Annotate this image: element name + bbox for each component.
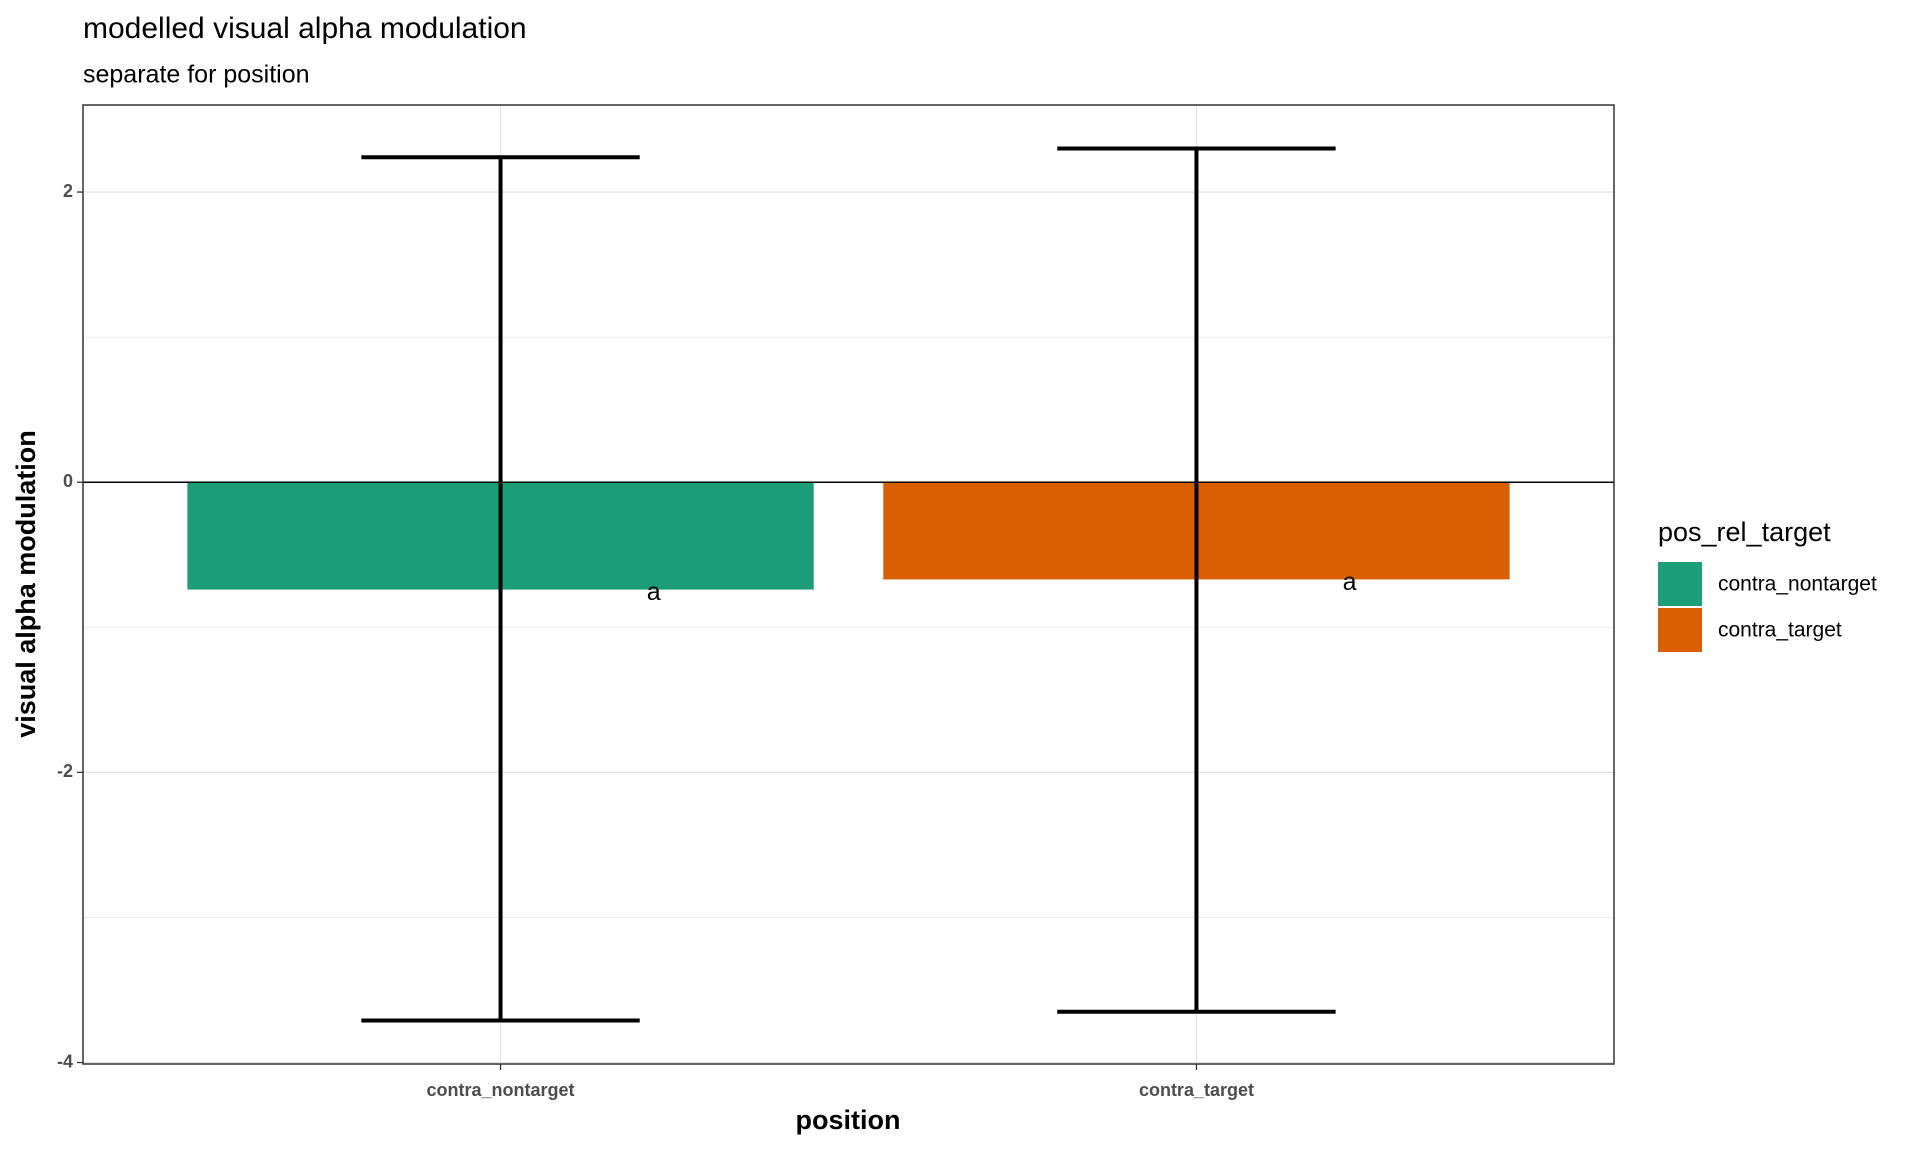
chart-subtitle: separate for position [83,61,310,89]
legend-title: pos_rel_target [1658,517,1831,547]
chart-title: modelled visual alpha modulation [83,12,527,45]
x-tick-label: contra_target [1139,1080,1254,1100]
plot-border [82,104,1615,1065]
bar-annotation: a [1343,568,1357,596]
y-tick-label: 2 [63,181,73,201]
bar-annotation: a [647,578,661,606]
y-tick-label: 0 [63,471,73,491]
legend-label: contra_nontarget [1718,573,1877,596]
legend-label: contra_target [1718,619,1842,642]
y-axis-title: visual alpha modulation [11,430,41,738]
legend-key [1658,562,1702,606]
x-axis-title: position [796,1105,901,1135]
legend-key [1658,608,1702,652]
y-tick-label: -4 [57,1051,73,1071]
y-tick-label: -2 [57,761,73,781]
x-tick-label: contra_nontarget [427,1080,575,1100]
